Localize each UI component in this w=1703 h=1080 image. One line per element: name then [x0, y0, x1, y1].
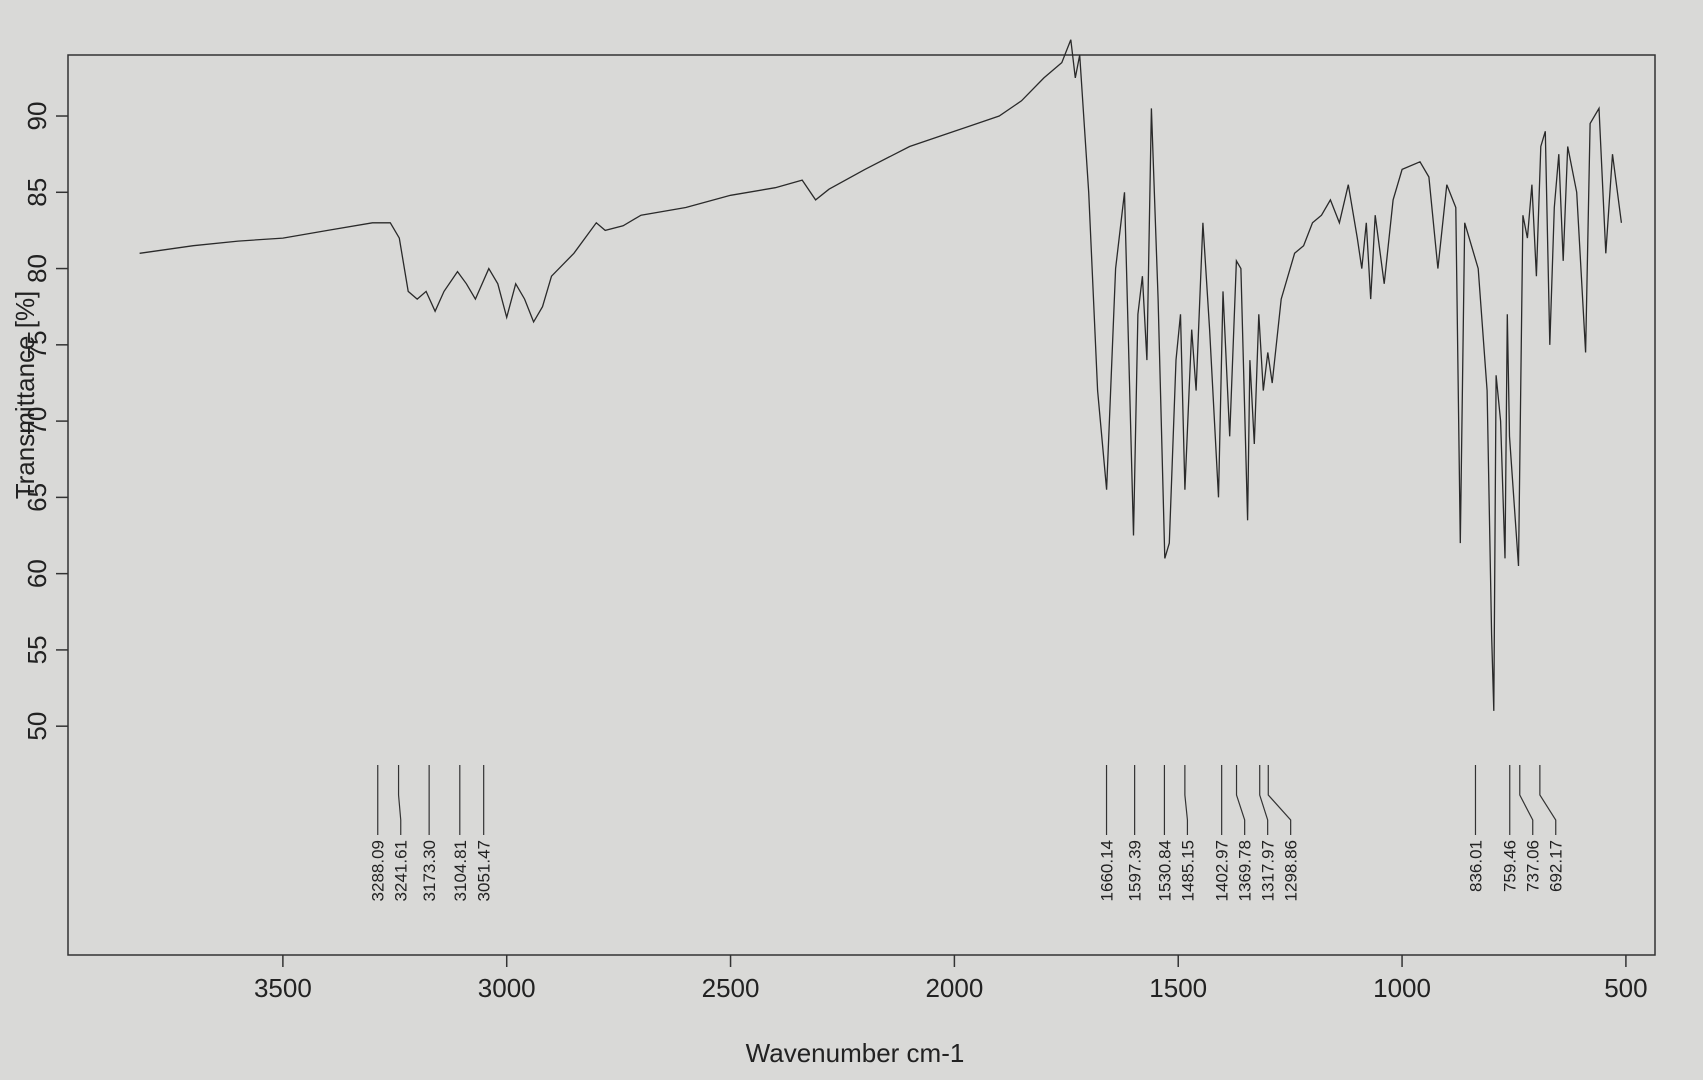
y-tick-label: 90 [22, 102, 52, 131]
x-tick-label: 500 [1604, 973, 1647, 1003]
y-tick-label: 60 [22, 559, 52, 588]
peak-marker [1519, 765, 1534, 835]
peak-label: 836.01 [1466, 840, 1485, 892]
peak-marker [1184, 765, 1189, 835]
x-tick-label: 2500 [702, 973, 760, 1003]
peak-label: 692.17 [1547, 840, 1566, 892]
peak-label: 3173.30 [420, 840, 439, 901]
y-tick-label: 70 [22, 407, 52, 436]
peak-label: 3051.47 [475, 840, 494, 901]
peak-marker [1539, 765, 1557, 835]
y-tick-label: 50 [22, 712, 52, 741]
peak-label: 1530.84 [1155, 840, 1174, 901]
peak-marker [1259, 765, 1269, 835]
peak-label: 1298.86 [1282, 840, 1301, 901]
peak-marker [397, 765, 402, 835]
y-tick-label: 80 [22, 254, 52, 283]
y-tick-label: 55 [22, 635, 52, 664]
y-axis-label: Transmittance [%] [10, 291, 40, 500]
peak-label: 1369.78 [1236, 840, 1255, 901]
x-axis-label: Wavenumber cm-1 [746, 1038, 965, 1068]
x-tick-label: 3500 [254, 973, 312, 1003]
peak-marker [1267, 765, 1292, 835]
peak-label: 737.06 [1524, 840, 1543, 892]
peak-label: 1485.15 [1178, 840, 1197, 901]
x-tick-label: 1500 [1149, 973, 1207, 1003]
x-tick-label: 3000 [478, 973, 536, 1003]
peak-label: 3104.81 [451, 840, 470, 901]
y-tick-label: 85 [22, 178, 52, 207]
peak-label: 3241.61 [392, 840, 411, 901]
peak-label: 1597.39 [1126, 840, 1145, 901]
peak-marker [1235, 765, 1246, 835]
x-tick-label: 2000 [925, 973, 983, 1003]
x-tick-label: 1000 [1373, 973, 1431, 1003]
peak-label: 1402.97 [1213, 840, 1232, 901]
peak-label: 3288.09 [369, 840, 388, 901]
y-tick-label: 75 [22, 330, 52, 359]
y-tick-label: 65 [22, 483, 52, 512]
peak-label: 1660.14 [1098, 840, 1117, 901]
spectrum-line [139, 39, 1623, 711]
peak-label: 759.46 [1501, 840, 1520, 892]
peak-label: 1317.97 [1259, 840, 1278, 901]
plot-frame [67, 54, 1656, 956]
